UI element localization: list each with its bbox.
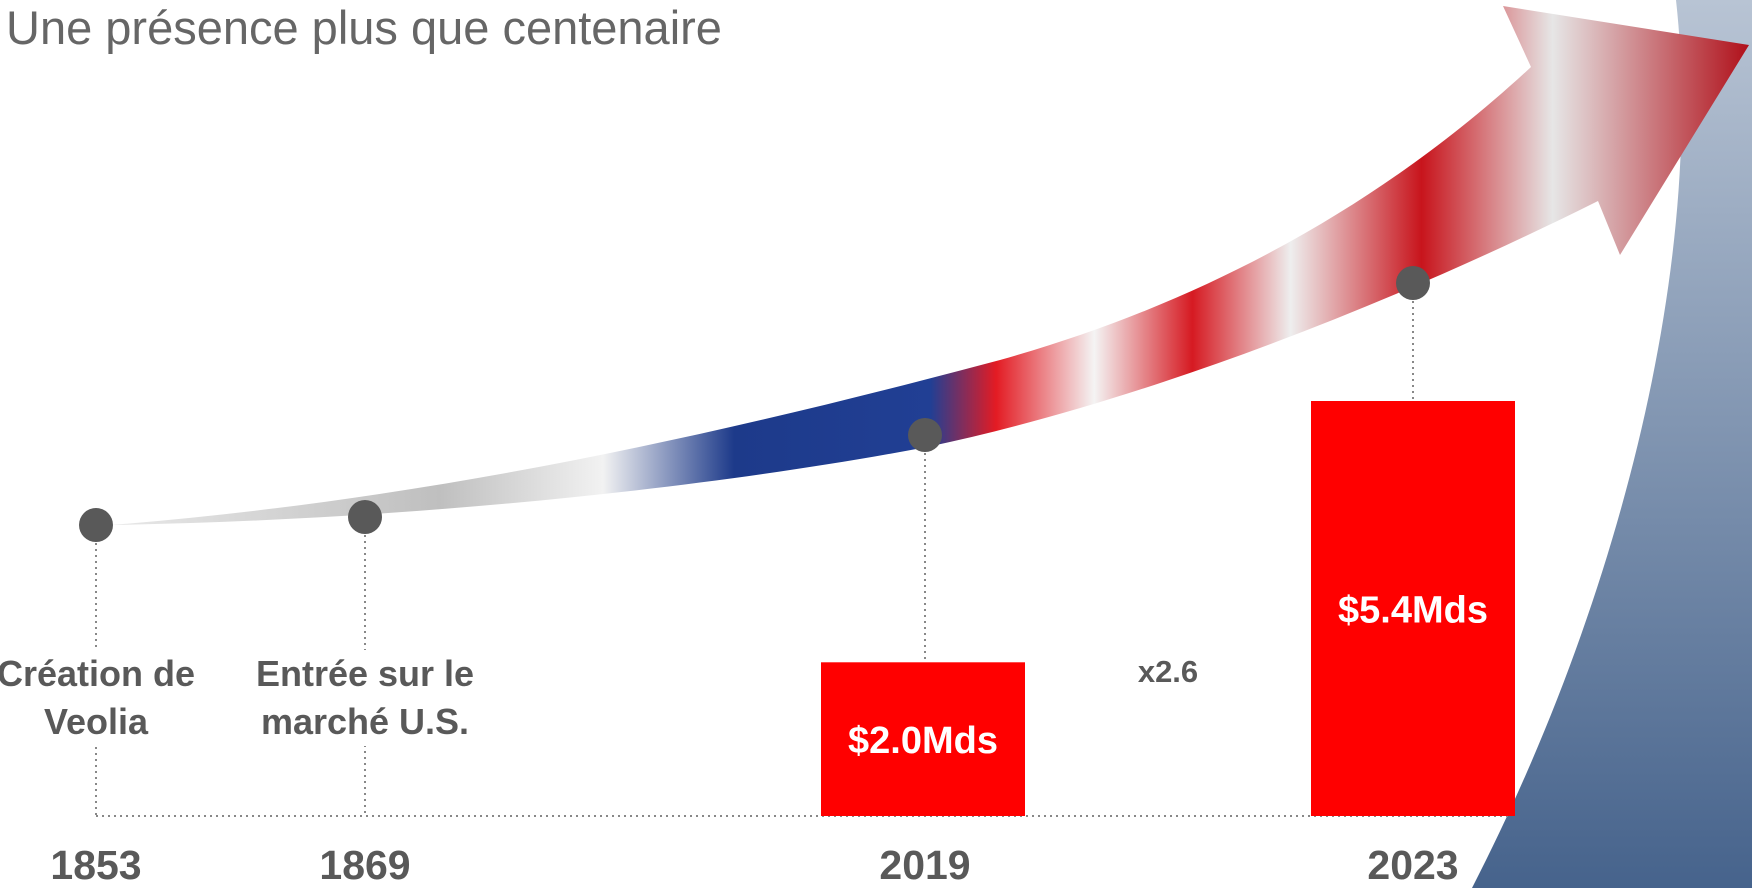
timeline-dot	[1396, 266, 1430, 300]
year-label: 2023	[1313, 840, 1513, 890]
year-label: 1869	[265, 840, 465, 890]
year-label: 1853	[0, 840, 196, 890]
title: Une présence plus que centenaire	[6, 0, 722, 55]
chart: $2.0Mds $5.4Mds	[0, 0, 1752, 888]
slide: $2.0Mds $5.4Mds Une présence plus que cen…	[0, 0, 1752, 888]
year-label: 2019	[825, 840, 1025, 890]
timeline-dot	[348, 500, 382, 534]
value-label: $5.4Mds	[1338, 590, 1488, 632]
event-label: Création de Veolia	[0, 650, 201, 746]
value-label: $2.0Mds	[848, 720, 998, 762]
growth-label: x2.6	[1118, 652, 1218, 692]
event-label: Entrée sur le marché U.S.	[247, 650, 483, 746]
timeline-dot	[79, 508, 113, 542]
timeline-dot	[908, 418, 942, 452]
